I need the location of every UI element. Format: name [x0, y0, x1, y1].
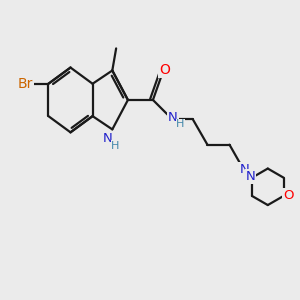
Text: O: O — [159, 63, 170, 76]
Text: H: H — [176, 119, 184, 129]
Text: N: N — [239, 163, 249, 176]
Text: H: H — [111, 141, 119, 151]
Text: O: O — [283, 189, 293, 203]
Text: N: N — [246, 170, 255, 183]
Text: N: N — [103, 132, 113, 145]
Text: N: N — [168, 111, 178, 124]
Text: Br: Br — [17, 77, 32, 91]
